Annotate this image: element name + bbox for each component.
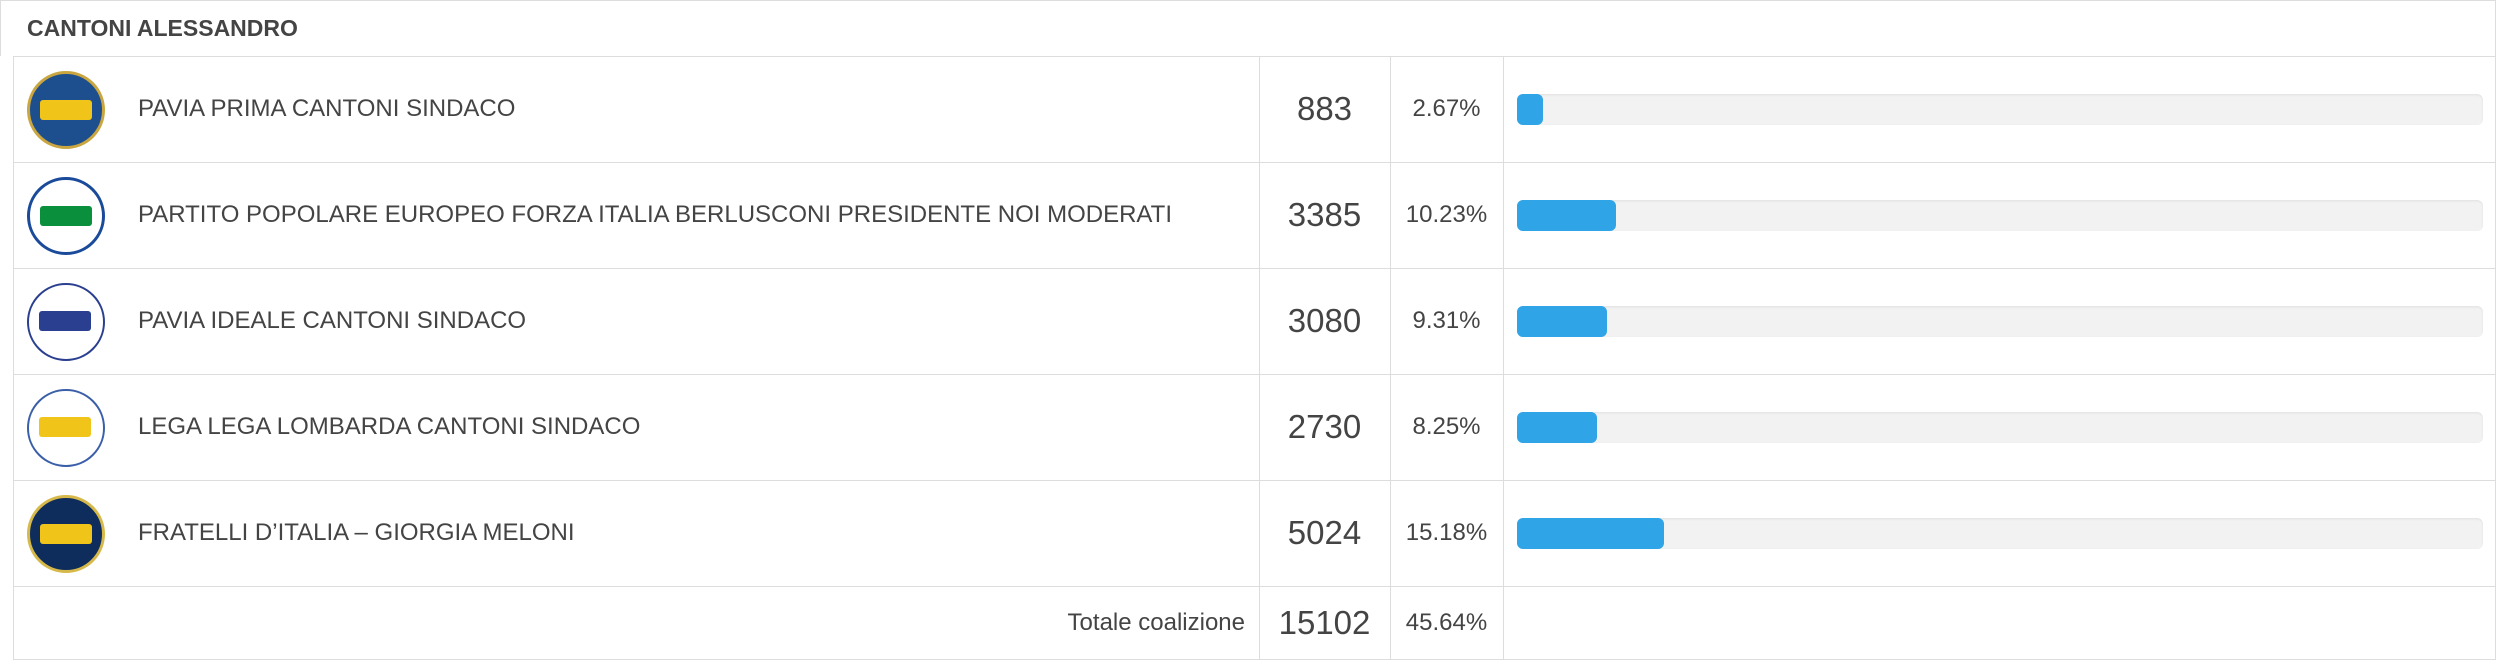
bar-track (1517, 412, 2483, 443)
logo-band (40, 524, 92, 544)
bar (1517, 412, 1597, 443)
header-title: CANTONI ALESSANDRO (27, 15, 298, 41)
party-name: PARTITO POPOLARE EUROPEO FORZA ITALIA BE… (138, 201, 1172, 228)
bar-track (1517, 94, 2483, 125)
bar (1517, 200, 1616, 231)
party-name: FRATELLI D’ITALIA – GIORGIA MELONI (138, 519, 575, 546)
row (13, 268, 2496, 374)
total-row (13, 586, 2496, 660)
votes: 883 (1296, 90, 1353, 127)
row (13, 480, 2496, 586)
party-name: LEGA LEGA LOMBARDA CANTONI SINDACO (138, 413, 641, 440)
total-votes: 15102 (1278, 604, 1371, 641)
column-divider (1503, 268, 1504, 374)
column-divider (1390, 268, 1391, 374)
bar-track (1517, 200, 2483, 231)
column-divider (1390, 56, 1391, 162)
bar (1517, 306, 1607, 337)
party-logo (27, 495, 105, 573)
column-divider (1503, 56, 1504, 162)
bar (1517, 518, 1664, 549)
total-label: Totale coalizione (1067, 609, 1245, 636)
row (13, 56, 2496, 162)
column-divider (1503, 480, 1504, 586)
column-divider (1259, 586, 1260, 660)
row (13, 162, 2496, 268)
logo-band (40, 100, 92, 120)
party-logo (27, 177, 105, 255)
logo-band (40, 206, 92, 226)
column-divider (1503, 374, 1504, 480)
header-row (0, 0, 2496, 56)
votes: 3080 (1287, 302, 1362, 339)
percent: 2.67% (1412, 95, 1481, 122)
bar-track (1517, 306, 2483, 337)
party-logo (27, 283, 105, 361)
row (13, 374, 2496, 480)
percent: 9.31% (1412, 307, 1481, 334)
column-divider (1390, 480, 1391, 586)
party-name: PAVIA IDEALE CANTONI SINDACO (138, 307, 527, 334)
percent: 15.18% (1405, 519, 1488, 546)
column-divider (1390, 374, 1391, 480)
party-name: PAVIA PRIMA CANTONI SINDACO (138, 95, 516, 122)
column-divider (1503, 586, 1504, 660)
column-divider (1259, 480, 1260, 586)
column-divider (1259, 268, 1260, 374)
percent: 8.25% (1412, 413, 1481, 440)
party-logo (27, 71, 105, 149)
bar-track (1517, 518, 2483, 549)
column-divider (1390, 586, 1391, 660)
logo-band (39, 311, 91, 331)
column-divider (1503, 162, 1504, 268)
votes: 2730 (1287, 408, 1362, 445)
votes: 5024 (1287, 514, 1362, 551)
party-logo (27, 389, 105, 467)
column-divider (1390, 162, 1391, 268)
column-divider (1259, 56, 1260, 162)
votes: 3385 (1287, 196, 1362, 233)
total-percent: 45.64% (1405, 609, 1488, 636)
bar (1517, 94, 1543, 125)
percent: 10.23% (1405, 201, 1488, 228)
column-divider (1259, 374, 1260, 480)
logo-band (39, 417, 91, 437)
column-divider (1259, 162, 1260, 268)
